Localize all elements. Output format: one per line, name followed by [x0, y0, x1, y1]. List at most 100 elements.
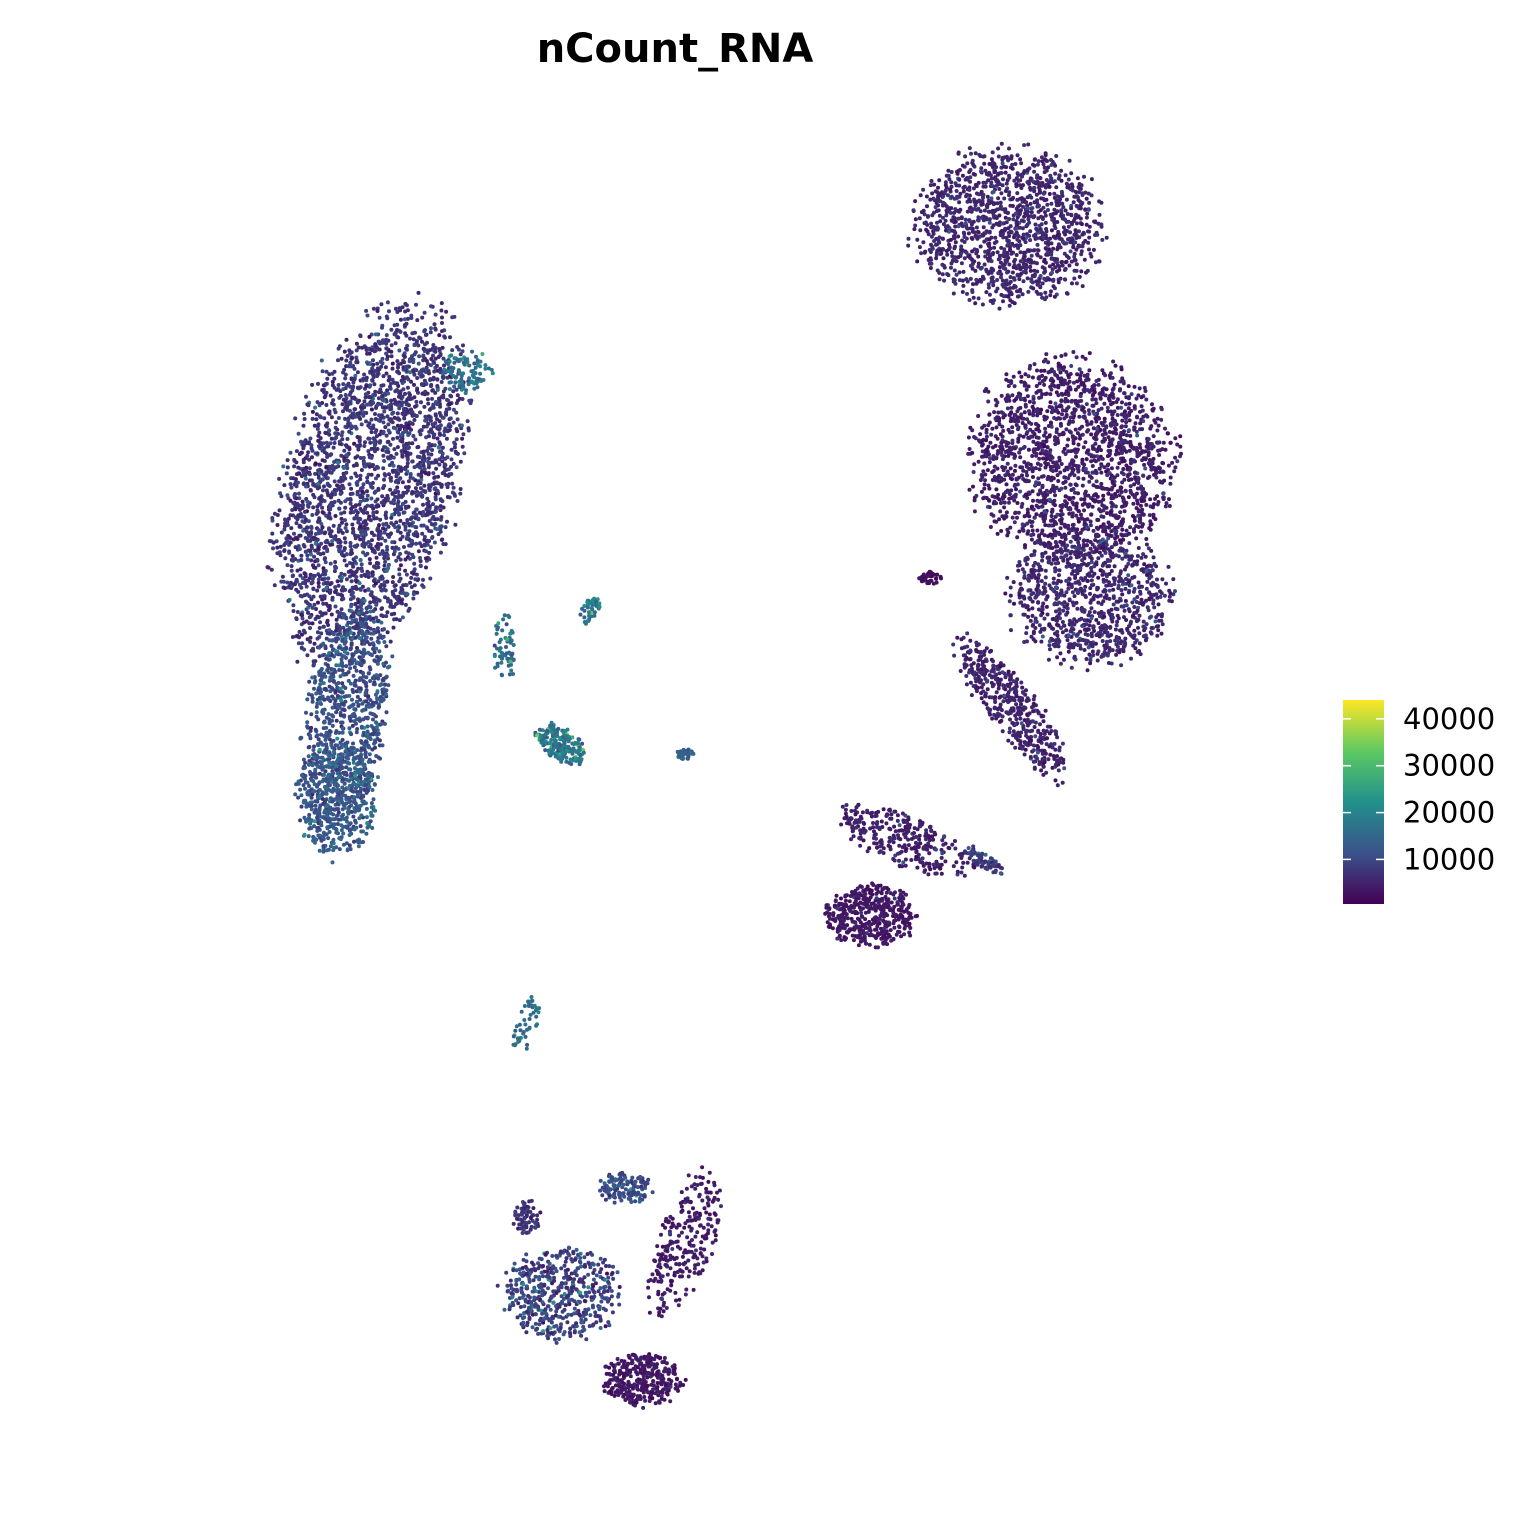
cell-point — [444, 407, 449, 412]
cell-point — [364, 384, 369, 389]
cell-point — [1054, 185, 1059, 190]
cell-point — [469, 379, 474, 384]
cell-point — [317, 771, 322, 776]
cell-point — [328, 561, 333, 566]
cell-point — [370, 546, 374, 551]
cell-point — [326, 604, 331, 608]
cell-point — [361, 520, 366, 525]
cell-point — [376, 775, 380, 780]
cell-point — [375, 402, 380, 407]
cell-point — [403, 391, 407, 396]
cell-point — [405, 457, 410, 462]
cell-point — [445, 455, 450, 460]
cell-point — [316, 518, 321, 523]
cell-point — [1066, 177, 1071, 182]
cell-point — [358, 495, 363, 500]
cell-point — [359, 468, 364, 472]
cell-point — [442, 334, 447, 339]
cell-point — [382, 459, 387, 463]
cell-point — [329, 495, 333, 500]
cell-point — [340, 664, 345, 668]
cell-point — [390, 540, 395, 545]
cell-point — [411, 532, 416, 537]
cell-point — [1080, 284, 1085, 289]
cell-point — [461, 383, 466, 388]
cell-point — [330, 595, 335, 600]
cell-point — [429, 383, 434, 387]
cell-point — [439, 498, 444, 503]
cell-point — [445, 519, 449, 524]
cell-point — [409, 316, 414, 320]
cell-point — [350, 505, 355, 509]
cell-point — [422, 329, 427, 334]
cell-point — [345, 627, 350, 632]
cell-point — [308, 770, 312, 774]
cell-point — [432, 322, 437, 327]
cell-point — [373, 347, 378, 351]
cell-point — [320, 653, 325, 658]
cell-point — [314, 417, 319, 422]
cell-point — [411, 555, 416, 560]
cell-point — [452, 445, 457, 450]
cell-point — [302, 832, 307, 837]
cell-point — [397, 348, 402, 353]
cell-point — [480, 352, 485, 356]
cell-point — [343, 505, 348, 510]
cell-point — [392, 604, 397, 609]
cell-point — [316, 531, 321, 536]
cell-point — [290, 574, 295, 579]
cell-point — [344, 616, 349, 621]
cell-point — [351, 414, 356, 419]
cell-point — [422, 483, 427, 488]
cell-point — [349, 630, 354, 635]
cell-point — [357, 636, 362, 641]
cell-point — [1026, 257, 1031, 262]
cell-point — [384, 351, 389, 356]
cell-point — [307, 784, 311, 788]
cell-point — [307, 826, 312, 831]
cell-point — [1069, 206, 1074, 211]
cell-point — [299, 439, 303, 444]
cell-point — [1028, 185, 1032, 190]
cell-point — [380, 323, 385, 328]
cell-point — [454, 437, 459, 442]
cell-point — [936, 185, 940, 190]
cell-point — [346, 808, 351, 813]
cell-point — [372, 516, 377, 521]
cell-point — [354, 730, 359, 735]
cell-point — [378, 387, 383, 392]
cell-point — [316, 546, 321, 551]
cell-point — [322, 484, 326, 489]
cell-point — [312, 686, 316, 691]
cell-point — [959, 248, 964, 253]
cell-point — [1050, 256, 1055, 261]
cell-point — [1036, 248, 1041, 253]
cell-point — [412, 395, 417, 400]
cell-point — [361, 829, 365, 834]
cell-point — [460, 397, 465, 401]
cell-point — [417, 429, 422, 434]
cell-point — [398, 518, 403, 523]
cell-point — [371, 682, 376, 687]
cell-point — [349, 548, 354, 552]
cell-point — [427, 434, 431, 439]
cell-point — [411, 596, 416, 601]
cell-point — [335, 813, 339, 818]
cell-point — [423, 490, 428, 494]
cell-point — [336, 486, 341, 491]
cell-point — [397, 394, 401, 399]
cell-point — [321, 624, 326, 629]
cell-point — [348, 574, 352, 579]
cell-point — [426, 401, 431, 406]
cell-point — [291, 609, 296, 613]
cell-point — [300, 616, 305, 621]
cell-point — [420, 315, 425, 320]
cell-point — [348, 510, 353, 515]
cell-point — [1097, 212, 1102, 217]
cell-point — [1062, 277, 1067, 282]
cell-point — [317, 787, 322, 792]
cell-point — [309, 597, 314, 602]
cell-point — [319, 702, 323, 706]
cell-point — [270, 531, 275, 536]
cell-point — [342, 536, 347, 541]
